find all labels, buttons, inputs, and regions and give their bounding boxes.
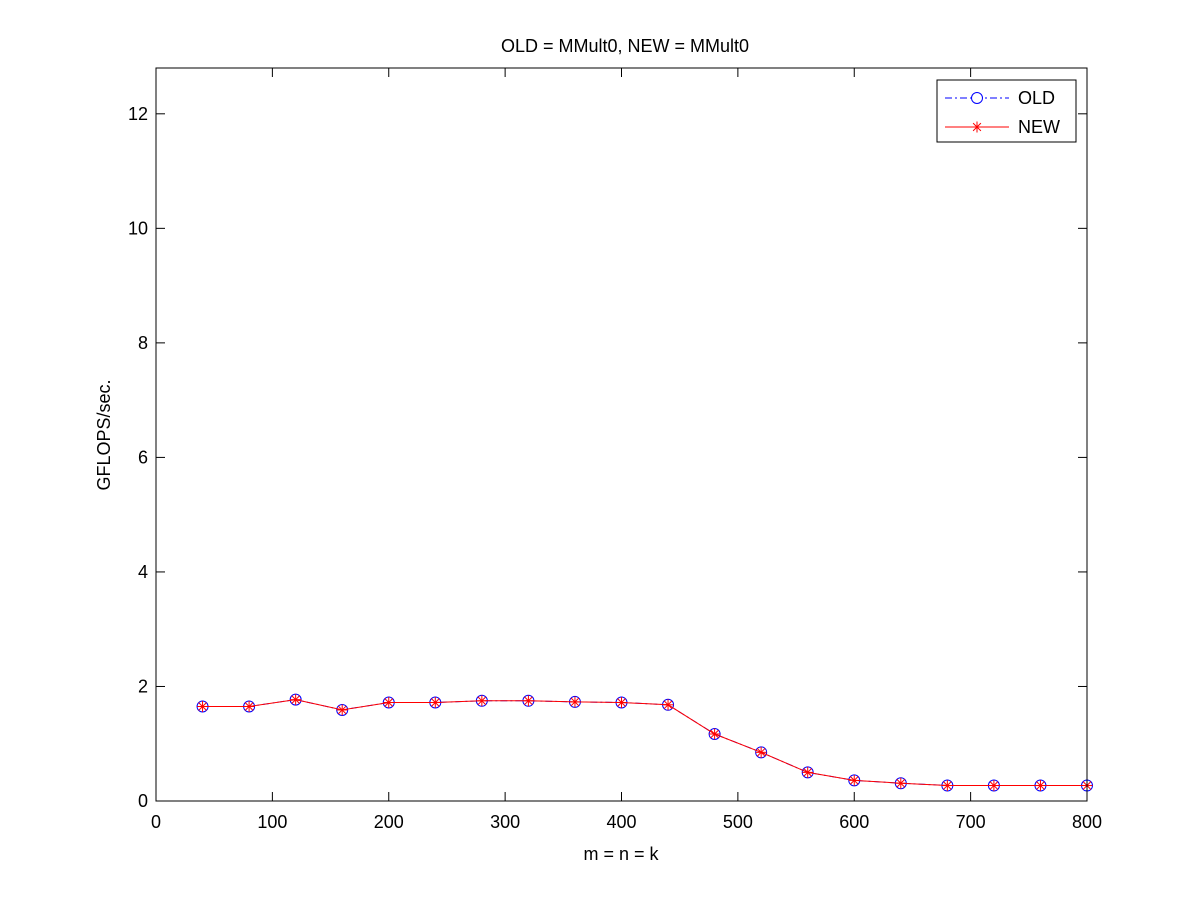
data-point-new [1034, 780, 1046, 792]
asterisk-stroke [663, 700, 673, 710]
asterisk-stroke [337, 705, 347, 715]
data-point-new [616, 697, 627, 709]
asterisk-stroke [570, 697, 580, 707]
y-axis-label: GFLOPS/sec. [94, 379, 114, 490]
series-line-new [202, 699, 1087, 786]
data-point-new [755, 746, 767, 758]
x-axis-label: m = n = k [583, 844, 659, 864]
asterisk-stroke [710, 729, 719, 739]
asterisk-stroke [756, 748, 766, 757]
legend-box [936, 79, 1077, 143]
y-tick-label: 8 [138, 333, 148, 353]
asterisk-stroke [617, 698, 626, 707]
series-layer [196, 693, 1093, 792]
legend: OLD NEW [936, 79, 1077, 143]
legend-label: OLD [1018, 88, 1055, 108]
y-tick-label: 0 [138, 791, 148, 811]
x-tick-label: 400 [606, 812, 636, 832]
data-point-new [988, 780, 1000, 792]
asterisk-stroke [198, 702, 207, 711]
asterisk-stroke [849, 776, 859, 785]
data-point-new [569, 696, 581, 708]
data-point-new [429, 697, 441, 709]
data-point-new [476, 695, 488, 707]
data-point-new [941, 780, 953, 792]
x-tick-label: 300 [490, 812, 520, 832]
x-tick-label: 600 [839, 812, 869, 832]
data-point-new [522, 695, 534, 707]
x-tick-label: 200 [374, 812, 404, 832]
series-new [197, 694, 1093, 792]
data-point-new [290, 694, 302, 706]
asterisk-stroke [524, 696, 533, 706]
asterisk-stroke [943, 781, 952, 790]
asterisk-stroke [384, 698, 394, 707]
legend-marker [972, 122, 982, 132]
asterisk-stroke [989, 781, 999, 790]
data-point-new [336, 704, 348, 716]
data-point-new [895, 777, 907, 789]
asterisk-stroke [803, 768, 812, 777]
plot-frame [155, 67, 1088, 802]
y-tick-label: 2 [138, 676, 148, 696]
asterisk-stroke [896, 778, 906, 788]
chart-title: OLD = MMult0, NEW = MMult0 [501, 36, 749, 56]
asterisk-stroke [291, 695, 300, 704]
legend-entry-new: NEW [945, 117, 1060, 137]
data-point-new [243, 701, 255, 713]
data-point-new [802, 766, 814, 778]
y-tick-label: 12 [128, 104, 148, 124]
y-tick-label: 4 [138, 562, 148, 582]
y-tick-label: 10 [128, 218, 148, 238]
x-tick-label: 800 [1072, 812, 1102, 832]
x-tick-label: 700 [956, 812, 986, 832]
asterisk-stroke [244, 702, 254, 711]
asterisk-stroke [477, 696, 487, 706]
data-point-new [383, 697, 395, 709]
legend-entry-old: OLD [945, 88, 1055, 108]
data-point-new [197, 701, 209, 713]
legend-marker [971, 92, 983, 104]
x-tick-label: 500 [723, 812, 753, 832]
x-tick-label: 100 [257, 812, 287, 832]
asterisk-stroke [1036, 781, 1045, 790]
data-point-new [709, 728, 721, 740]
data-point-new [848, 774, 860, 786]
legend-label: NEW [1018, 117, 1060, 137]
axes: 0 100 200 300 400 500 600 700 800 0 2 4 6 8 10 12 [128, 68, 1102, 832]
x-tick-label: 0 [151, 812, 161, 832]
asterisk-stroke [431, 698, 440, 707]
y-tick-label: 6 [138, 447, 148, 467]
data-point-new [662, 699, 674, 711]
